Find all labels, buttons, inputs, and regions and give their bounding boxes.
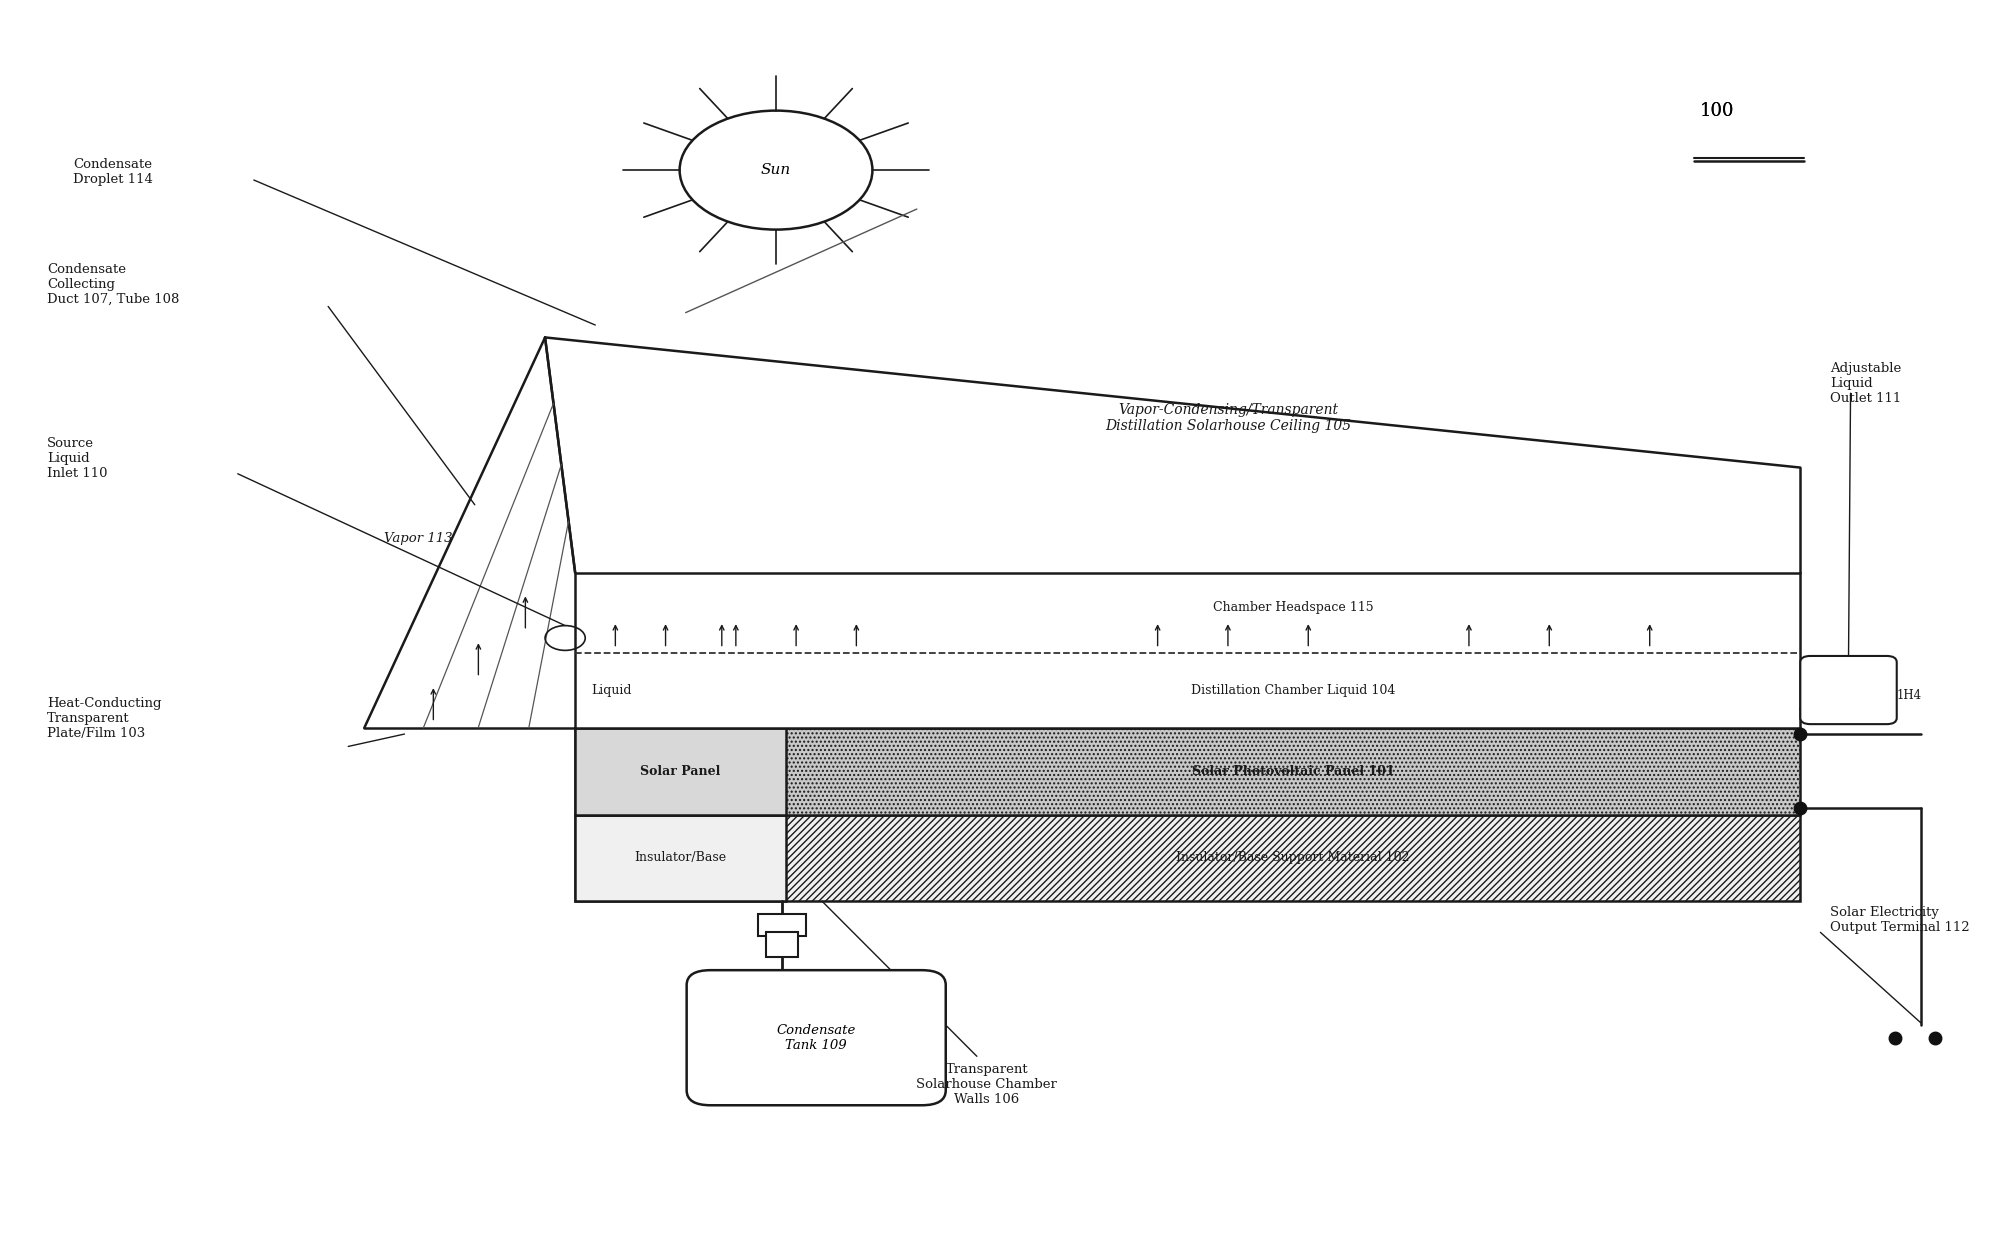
Text: Heat-Conducting
Transparent
Plate/Film 103: Heat-Conducting Transparent Plate/Film 1… xyxy=(46,697,161,740)
Text: Adjustable
Liquid
Outlet 111: Adjustable Liquid Outlet 111 xyxy=(1831,362,1901,405)
Text: Sun: Sun xyxy=(761,163,792,177)
Bar xyxy=(757,914,806,936)
FancyBboxPatch shape xyxy=(687,970,947,1106)
Text: 1H4: 1H4 xyxy=(1897,690,1921,702)
Text: Insulator/Base Support Material 102: Insulator/Base Support Material 102 xyxy=(1176,852,1410,864)
Text: Chamber Headspace 115: Chamber Headspace 115 xyxy=(1212,600,1374,614)
Text: 100: 100 xyxy=(1700,102,1734,120)
Bar xyxy=(576,728,785,814)
Text: Vapor-Condensing/Transparent
Distillation Solarhouse Ceiling 105: Vapor-Condensing/Transparent Distillatio… xyxy=(1106,403,1351,433)
Text: Solar Photovoltaic Panel 101: Solar Photovoltaic Panel 101 xyxy=(1192,764,1394,778)
Text: Vapor 113: Vapor 113 xyxy=(385,532,453,545)
Text: Solar Electricity
Output Terminal 112: Solar Electricity Output Terminal 112 xyxy=(1831,906,1970,934)
Bar xyxy=(576,573,1801,728)
Text: 100: 100 xyxy=(1700,102,1734,120)
Text: Distillation Chamber Liquid 104: Distillation Chamber Liquid 104 xyxy=(1190,685,1396,697)
Text: Insulator/Base: Insulator/Base xyxy=(634,852,727,864)
FancyBboxPatch shape xyxy=(1801,656,1897,725)
Text: Condensate
Tank 109: Condensate Tank 109 xyxy=(777,1023,856,1052)
Bar xyxy=(765,933,798,957)
Text: Condensate
Collecting
Duct 107, Tube 108: Condensate Collecting Duct 107, Tube 108 xyxy=(46,263,179,306)
Bar xyxy=(576,814,1801,901)
Text: Condensate
Droplet 114: Condensate Droplet 114 xyxy=(73,158,153,186)
Text: Source
Liquid
Inlet 110: Source Liquid Inlet 110 xyxy=(46,437,107,479)
Text: Transparent
Solarhouse Chamber
Walls 106: Transparent Solarhouse Chamber Walls 106 xyxy=(916,1062,1057,1106)
Text: Solar Panel: Solar Panel xyxy=(640,764,721,778)
Bar xyxy=(576,814,785,901)
Text: Liquid: Liquid xyxy=(592,685,632,697)
Bar xyxy=(576,728,1801,814)
